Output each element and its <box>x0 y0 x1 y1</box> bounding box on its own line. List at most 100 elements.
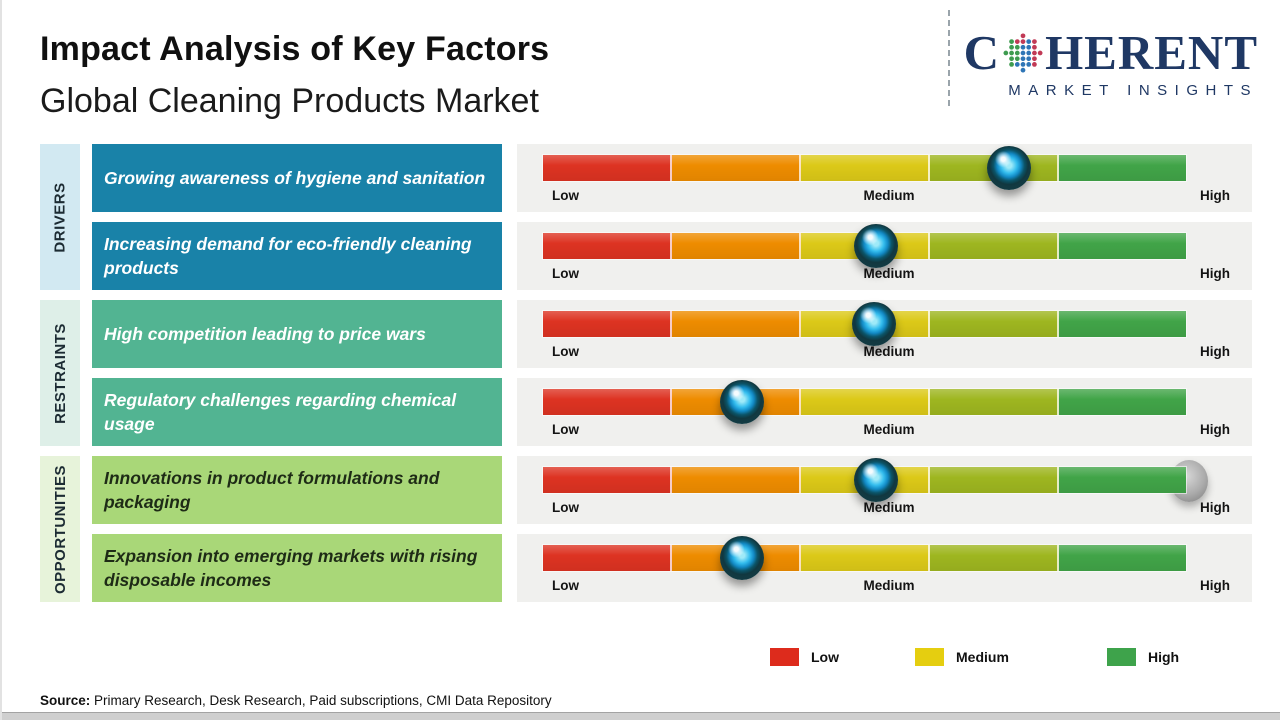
bar-segment <box>930 233 1059 259</box>
bar-segment <box>672 155 801 181</box>
scale-label-medium: Medium <box>863 266 915 281</box>
scale-label-high: High <box>1200 266 1230 281</box>
scale-label-medium: Medium <box>863 188 915 203</box>
impact-gradient-bar <box>542 466 1187 494</box>
source-text: Primary Research, Desk Research, Paid su… <box>90 693 552 708</box>
scale-label-low: Low <box>552 266 579 281</box>
bar-segment <box>1059 311 1186 337</box>
category-rail-drivers: DRIVERS <box>40 144 80 290</box>
scale-label-high: High <box>1200 578 1230 593</box>
bar-segment <box>930 311 1059 337</box>
bar-segment <box>930 545 1059 571</box>
legend-swatch-high <box>1107 648 1136 666</box>
legend-swatch-low <box>770 648 799 666</box>
factor-text: Expansion into emerging markets with ris… <box>104 545 478 590</box>
bar-segment <box>543 545 672 571</box>
bar-segment <box>543 467 672 493</box>
scale-label-high: High <box>1200 500 1230 515</box>
factor-row: High competition leading to price wars L… <box>2 300 1280 368</box>
impact-slider-knob-icon <box>852 302 897 346</box>
impact-slider-knob-icon <box>719 380 764 424</box>
bar-segment <box>1059 155 1186 181</box>
impact-scale-panel: Low Medium High <box>517 534 1252 602</box>
scale-label-low: Low <box>552 422 579 437</box>
bar-segment <box>672 233 801 259</box>
scale-label-medium: Medium <box>863 344 915 359</box>
impact-slider-knob-icon <box>854 224 899 268</box>
source-line: Source: Primary Research, Desk Research,… <box>40 693 552 708</box>
factor-box: Expansion into emerging markets with ris… <box>92 534 502 602</box>
factor-row: Growing awareness of hygiene and sanitat… <box>2 144 1280 212</box>
bar-segment <box>801 155 930 181</box>
factor-box: Regulatory challenges regarding chemical… <box>92 378 502 446</box>
impact-bar-track <box>542 536 1187 580</box>
bar-segment <box>1059 389 1186 415</box>
brand-logo: C HERENT MARKET INSIGHTS <box>964 28 1258 99</box>
factor-box: Innovations in product formulations and … <box>92 456 502 524</box>
scale-label-high: High <box>1200 422 1230 437</box>
scale-label-medium: Medium <box>863 500 915 515</box>
impact-slider-knob-icon <box>854 458 899 502</box>
bar-segment <box>1059 233 1186 259</box>
bar-segment <box>543 389 672 415</box>
impact-gradient-bar <box>542 232 1187 260</box>
bar-segment <box>672 467 801 493</box>
bar-segment <box>672 311 801 337</box>
bar-segment <box>801 545 930 571</box>
legend-label: High <box>1148 649 1180 665</box>
impact-bar-track <box>542 302 1187 346</box>
category-rail-restraints: RESTRAINTS <box>40 300 80 446</box>
legend-item-low: Low <box>770 648 839 666</box>
factor-row: Expansion into emerging markets with ris… <box>2 534 1280 602</box>
bar-segment <box>801 389 930 415</box>
bar-segment <box>543 233 672 259</box>
legend-label: Low <box>811 649 839 665</box>
factor-text: Increasing demand for eco-friendly clean… <box>104 233 472 278</box>
impact-bar-track <box>542 380 1187 424</box>
bar-segment <box>543 155 672 181</box>
scale-label-medium: Medium <box>863 578 915 593</box>
impact-bar-track <box>542 458 1208 502</box>
brand-letters-rest: HERENT <box>1045 25 1258 80</box>
legend-item-medium: Medium <box>915 648 1009 666</box>
impact-bar-track <box>542 224 1187 268</box>
bar-segment <box>930 467 1059 493</box>
legend-label: Medium <box>956 649 1009 665</box>
impact-scale-panel: Low Medium High <box>517 378 1252 446</box>
legend: Low Medium High <box>2 648 1280 668</box>
bottom-border <box>2 712 1280 720</box>
scale-label-low: Low <box>552 188 579 203</box>
scale-label-low: Low <box>552 344 579 359</box>
scale-label-low: Low <box>552 578 579 593</box>
bar-segment <box>930 389 1059 415</box>
impact-slider-knob-icon <box>986 146 1031 190</box>
factor-box: Growing awareness of hygiene and sanitat… <box>92 144 502 212</box>
impact-gradient-bar <box>542 388 1187 416</box>
factor-text: High competition leading to price wars <box>104 323 426 344</box>
factor-row: Regulatory challenges regarding chemical… <box>2 378 1280 446</box>
impact-gradient-bar <box>542 154 1187 182</box>
factor-text: Growing awareness of hygiene and sanitat… <box>104 167 486 188</box>
impact-gradient-bar <box>542 544 1187 572</box>
page-subtitle: Global Cleaning Products Market <box>40 82 539 120</box>
factor-row: Innovations in product formulations and … <box>2 456 1280 524</box>
brand-tagline: MARKET INSIGHTS <box>1008 82 1258 99</box>
legend-item-high: High <box>1107 648 1179 666</box>
category-rail-opportunities: OPPORTUNITIES <box>40 456 80 602</box>
impact-bar-track <box>542 146 1187 190</box>
header-dashed-divider <box>948 10 950 106</box>
brand-name: C HERENT <box>964 28 1258 77</box>
bar-segment <box>1059 545 1186 571</box>
impact-gradient-bar <box>542 310 1187 338</box>
factor-box: Increasing demand for eco-friendly clean… <box>92 222 502 290</box>
legend-swatch-medium <box>915 648 944 666</box>
bar-segment <box>543 311 672 337</box>
source-prefix: Source: <box>40 693 91 708</box>
impact-scale-panel: Low Medium High <box>517 222 1252 290</box>
factor-text: Innovations in product formulations and … <box>104 467 440 512</box>
bar-segment <box>1059 467 1186 493</box>
impact-slider-knob-icon <box>719 536 764 580</box>
scale-label-low: Low <box>552 500 579 515</box>
factor-row: Increasing demand for eco-friendly clean… <box>2 222 1280 290</box>
